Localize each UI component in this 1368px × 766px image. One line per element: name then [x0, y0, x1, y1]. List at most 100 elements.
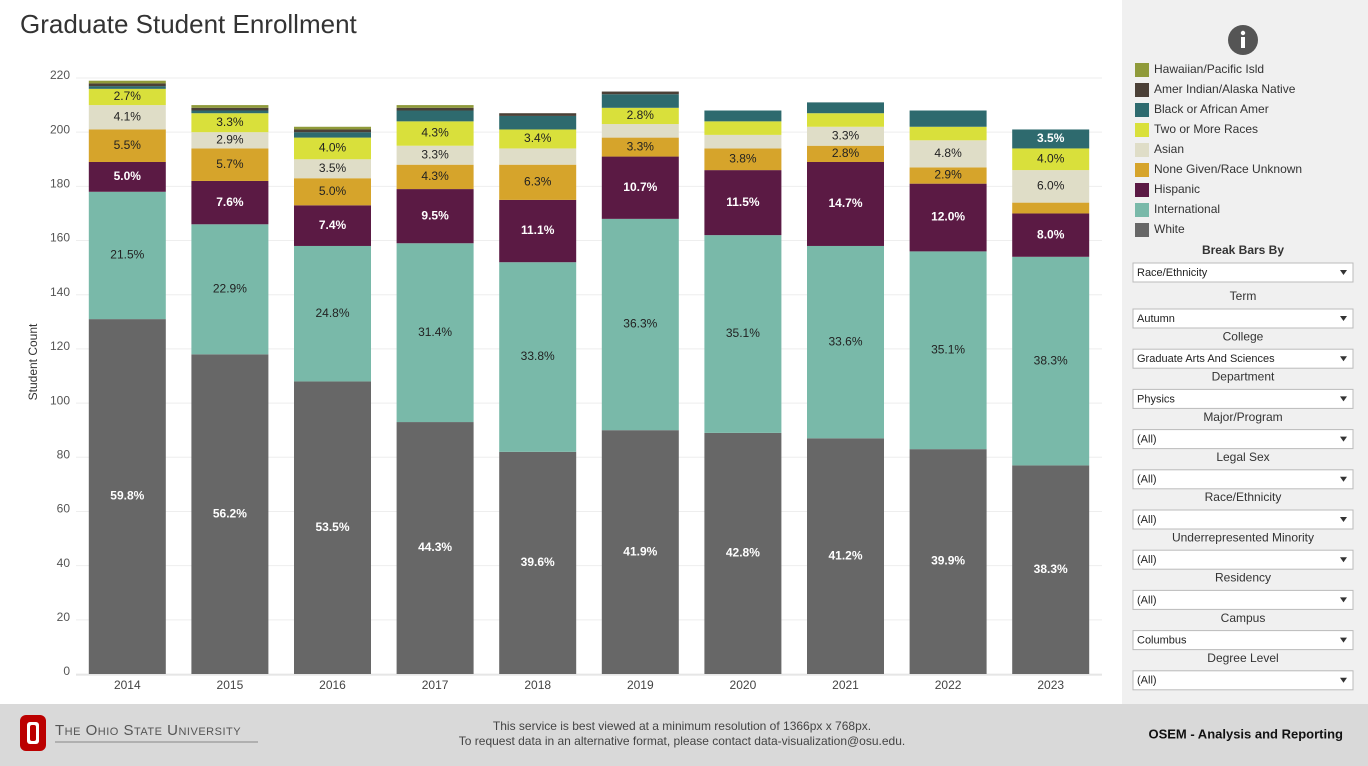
bar-segment[interactable]: [191, 354, 269, 674]
bar-segment[interactable]: [807, 161, 884, 246]
legend-label[interactable]: Asian: [1154, 142, 1184, 156]
bar-segment[interactable]: [601, 124, 679, 138]
bar-segment[interactable]: [88, 83, 166, 87]
dropdown-value[interactable]: Physics: [1137, 393, 1175, 405]
bar-segment[interactable]: [704, 134, 782, 149]
dropdown[interactable]: [1132, 429, 1354, 450]
bar-segment[interactable]: [807, 102, 884, 114]
bar-segment[interactable]: [88, 80, 166, 84]
bar-segment[interactable]: [704, 432, 782, 674]
bar-segment[interactable]: [499, 262, 577, 452]
bar-segment[interactable]: [499, 115, 577, 130]
bar-segment[interactable]: [191, 107, 269, 111]
bar-segment[interactable]: [499, 199, 577, 263]
bar-segment[interactable]: [294, 129, 371, 133]
bar-segment[interactable]: [191, 110, 269, 114]
dropdown[interactable]: [1132, 630, 1354, 651]
bar-segment[interactable]: [294, 137, 371, 160]
legend-label[interactable]: Black or African Amer: [1154, 102, 1269, 116]
dropdown-value[interactable]: (All): [1137, 594, 1157, 606]
bar-segment[interactable]: [1012, 213, 1090, 257]
bar-segment[interactable]: [601, 430, 679, 674]
dropdown-value[interactable]: (All): [1137, 514, 1157, 526]
dropdown-value[interactable]: (All): [1137, 675, 1157, 687]
bar-segment[interactable]: [807, 438, 884, 674]
bar-segment[interactable]: [499, 129, 577, 149]
bar-segment[interactable]: [294, 178, 371, 206]
bar-segment[interactable]: [1012, 170, 1090, 203]
dropdown[interactable]: [1132, 308, 1354, 329]
bar-segment[interactable]: [191, 132, 269, 149]
bar-segment[interactable]: [396, 121, 474, 146]
dropdown[interactable]: [1132, 589, 1354, 610]
bar-segment[interactable]: [396, 189, 474, 244]
bar-segment[interactable]: [499, 164, 577, 200]
legend-swatch[interactable]: [1135, 123, 1149, 137]
bar-segment[interactable]: [396, 422, 474, 674]
bar-segment[interactable]: [704, 235, 782, 433]
dropdown[interactable]: [1132, 469, 1354, 490]
dropdown[interactable]: [1132, 549, 1354, 570]
legend-label[interactable]: White: [1154, 222, 1185, 236]
bar-segment[interactable]: [807, 113, 884, 127]
bar-segment[interactable]: [191, 105, 269, 108]
legend-swatch[interactable]: [1135, 183, 1149, 197]
bar-segment[interactable]: [704, 148, 782, 171]
bar-segment[interactable]: [704, 110, 782, 122]
bar-segment[interactable]: [1012, 465, 1090, 674]
bar-segment[interactable]: [1012, 129, 1090, 149]
bar-segment[interactable]: [396, 110, 474, 122]
bar-segment[interactable]: [909, 140, 987, 168]
bar-segment[interactable]: [396, 107, 474, 111]
bar-segment[interactable]: [807, 245, 884, 439]
bar-segment[interactable]: [601, 137, 679, 157]
bar-segment[interactable]: [88, 105, 166, 130]
bar-segment[interactable]: [704, 121, 782, 135]
bar-segment[interactable]: [396, 145, 474, 165]
bar-segment[interactable]: [191, 224, 269, 355]
bar-segment[interactable]: [601, 91, 679, 95]
info-icon[interactable]: [1228, 25, 1258, 55]
bar-segment[interactable]: [601, 156, 679, 219]
legend-label[interactable]: Amer Indian/Alaska Native: [1154, 82, 1296, 96]
bar-segment[interactable]: [294, 132, 371, 138]
legend-swatch[interactable]: [1135, 83, 1149, 97]
bar-segment[interactable]: [396, 105, 474, 108]
dropdown[interactable]: [1132, 348, 1354, 369]
legend-swatch[interactable]: [1135, 163, 1149, 177]
bar-segment[interactable]: [396, 243, 474, 423]
legend-swatch[interactable]: [1135, 223, 1149, 237]
bar-segment[interactable]: [1012, 148, 1090, 171]
bar-segment[interactable]: [601, 94, 679, 108]
dropdown[interactable]: [1132, 262, 1354, 283]
bar-segment[interactable]: [396, 164, 474, 190]
bar-segment[interactable]: [294, 126, 371, 130]
bar-segment[interactable]: [909, 167, 987, 184]
bar-segment[interactable]: [88, 129, 166, 162]
bar-segment[interactable]: [88, 191, 166, 320]
bar-segment[interactable]: [499, 451, 577, 674]
legend-swatch[interactable]: [1135, 103, 1149, 117]
bar-segment[interactable]: [294, 381, 371, 674]
legend-label[interactable]: International: [1154, 202, 1220, 216]
bar-segment[interactable]: [191, 148, 269, 181]
bar-segment[interactable]: [1012, 202, 1090, 214]
dropdown-value[interactable]: (All): [1137, 474, 1157, 486]
dropdown[interactable]: [1132, 509, 1354, 530]
legend-label[interactable]: Two or More Races: [1154, 122, 1258, 136]
bar-segment[interactable]: [909, 251, 987, 450]
dropdown-value[interactable]: Race/Ethnicity: [1137, 267, 1208, 279]
legend-swatch[interactable]: [1135, 143, 1149, 157]
legend-label[interactable]: Hawaiian/Pacific Isld: [1154, 62, 1264, 76]
bar-segment[interactable]: [191, 113, 269, 133]
bar-segment[interactable]: [909, 110, 987, 127]
bar-segment[interactable]: [294, 245, 371, 382]
bar-segment[interactable]: [191, 180, 269, 225]
dropdown-value[interactable]: (All): [1137, 554, 1157, 566]
bar-segment[interactable]: [909, 449, 987, 674]
dropdown[interactable]: [1132, 388, 1354, 409]
bar-segment[interactable]: [88, 88, 166, 106]
legend-label[interactable]: Hispanic: [1154, 182, 1200, 196]
dropdown-value[interactable]: Graduate Arts And Sciences: [1137, 353, 1275, 365]
bar-segment[interactable]: [601, 218, 679, 431]
